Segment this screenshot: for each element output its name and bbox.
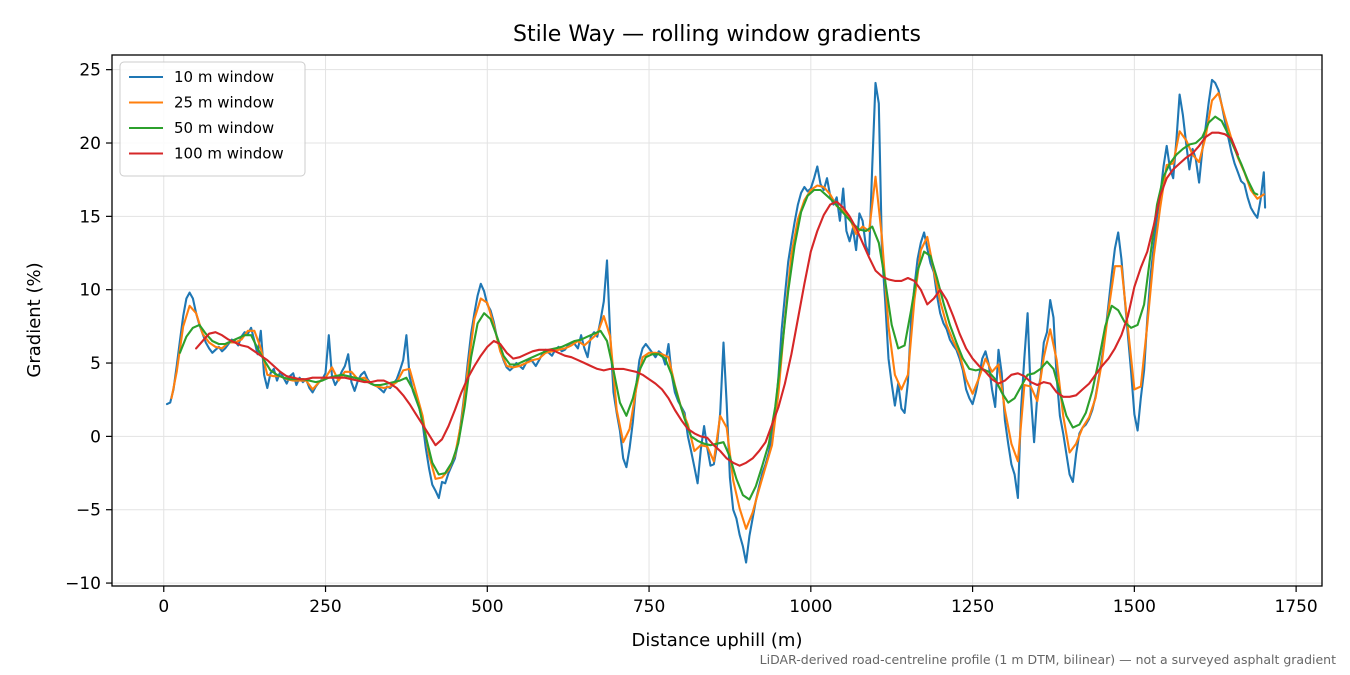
plot-frame: [111, 54, 1323, 587]
series-line-3: [178, 115, 1259, 501]
y-tick-label: 15: [79, 207, 101, 227]
x-tick-label: 0: [158, 597, 169, 617]
y-tick-label: −5: [76, 501, 101, 521]
legend: 10 m window 25 m window 50 m window 100 m w…: [119, 61, 306, 177]
chart-title: Stile Way — rolling window gradients: [513, 22, 921, 47]
series-lines: [165, 78, 1267, 564]
y-axis-ticks: −10 −5 0 5 10 15 20 25: [65, 61, 112, 594]
legend-label: 10 m window: [174, 68, 274, 86]
x-tick-label: 250: [309, 597, 341, 617]
legend-label: 100 m window: [174, 145, 284, 163]
x-tick-label: 1250: [951, 597, 994, 617]
series-line-4: [195, 131, 1239, 467]
x-axis-ticks: 0 250 500 750 1000 1250 1500 1750: [158, 586, 1318, 617]
x-tick-label: 1750: [1274, 597, 1317, 617]
x-tick-label: 1000: [789, 597, 832, 617]
x-axis-label: Distance uphill (m): [632, 630, 803, 651]
x-tick-label: 1500: [1113, 597, 1156, 617]
legend-box: [119, 61, 306, 177]
legend-label: 50 m window: [174, 119, 274, 137]
y-tick-label: 5: [90, 354, 101, 374]
y-tick-label: 20: [79, 134, 101, 154]
y-tick-label: −10: [65, 574, 101, 594]
legend-label: 25 m window: [174, 94, 274, 112]
series-line-2: [170, 92, 1265, 530]
y-tick-label: 10: [79, 281, 101, 301]
x-tick-label: 500: [471, 597, 503, 617]
y-tick-label: 25: [79, 61, 101, 81]
y-axis-label: Gradient (%): [24, 262, 45, 377]
footnote: LiDAR-derived road-centreline profile (1…: [759, 652, 1336, 667]
y-tick-label: 0: [90, 427, 101, 447]
x-tick-label: 750: [633, 597, 665, 617]
